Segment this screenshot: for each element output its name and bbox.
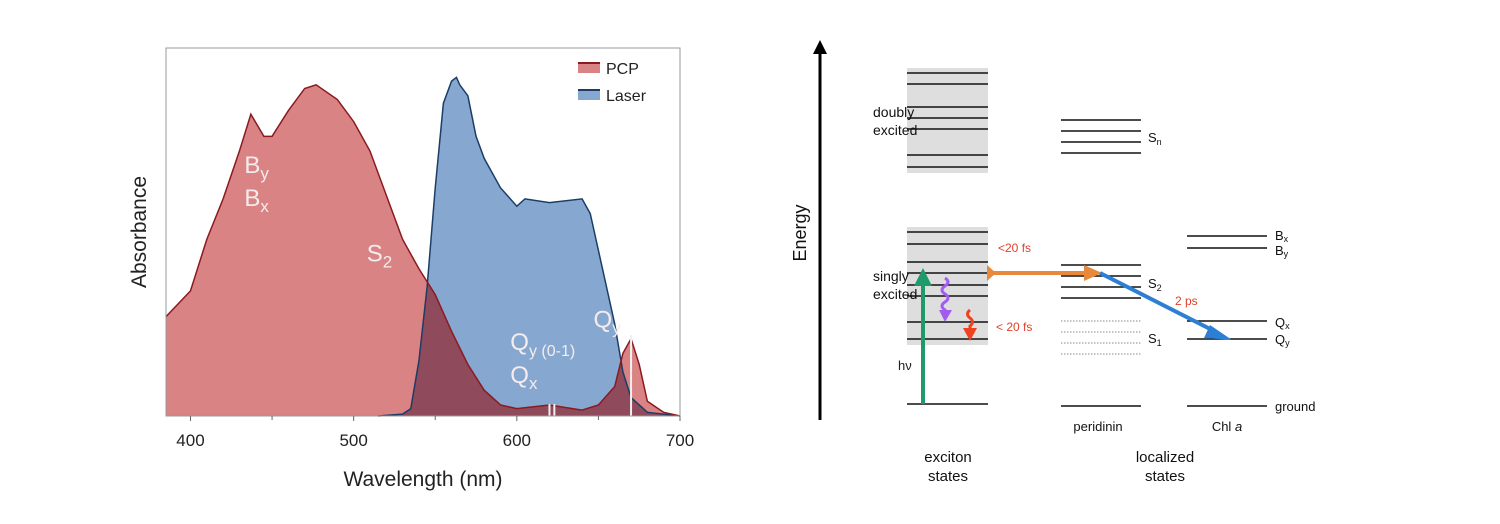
blue-arrowhead	[1204, 325, 1232, 340]
peridinin-levels	[1061, 119, 1141, 407]
ground-label: ground	[1275, 399, 1315, 414]
blue-transfer-arrow	[1099, 271, 1219, 335]
plot-frame	[165, 47, 681, 417]
plot-area	[165, 76, 681, 417]
singly-label: singly	[873, 268, 909, 284]
band-label: Bx	[244, 185, 269, 216]
s1-label: S1	[1148, 331, 1162, 348]
legend: PCP Laser	[578, 61, 647, 105]
legend-swatch-pcp	[578, 63, 600, 73]
x-tick-label: 600	[503, 431, 531, 450]
x-tick-label: 500	[339, 431, 367, 450]
peridinin-label: peridinin	[1073, 419, 1122, 434]
s2-label: S2	[1148, 276, 1162, 293]
qx-label: Qx	[1275, 315, 1290, 331]
pcp-line	[165, 83, 681, 417]
excited-label-1: excited	[873, 122, 917, 138]
localized-states-label: states	[1145, 468, 1185, 485]
exciton-label: exciton	[924, 449, 972, 466]
bx-label: Bx	[1275, 228, 1289, 244]
chl-levels	[1187, 235, 1267, 407]
by-label: By	[1275, 243, 1289, 259]
energy-label: Energy	[790, 204, 810, 261]
excited-label-2: excited	[873, 286, 917, 302]
x-tick-label: 700	[666, 431, 694, 450]
doubly-label: doubly	[873, 104, 914, 120]
excitation-arrowhead	[914, 268, 932, 286]
relaxation-time: < 20 fs	[996, 320, 1032, 334]
x-tick-label: 400	[176, 431, 204, 450]
transfer-time-1: <20 fs	[998, 241, 1031, 255]
red-relaxation-squiggle	[966, 308, 974, 330]
y-axis-label: Absorbance	[128, 176, 151, 288]
band-label: S2	[367, 240, 392, 271]
transfer-time-2: 2 ps	[1175, 294, 1198, 308]
legend-label-laser: Laser	[606, 88, 647, 105]
legend-swatch-laser	[578, 90, 600, 100]
hv-label: hν	[898, 358, 912, 373]
doubly-excited-levels	[907, 72, 988, 168]
band-label: By	[244, 152, 269, 183]
exciton-states-label: states	[928, 468, 968, 485]
purple-relaxation-squiggle	[940, 276, 950, 312]
laser-line	[378, 76, 681, 417]
qy-label: Qy	[1275, 332, 1290, 348]
legend-label-pcp: PCP	[606, 61, 639, 78]
purple-arrowhead	[939, 310, 952, 322]
band-label: Qx	[510, 362, 538, 393]
energy-arrowhead	[813, 40, 827, 54]
red-arrowhead	[963, 328, 977, 341]
sn-label: Sn	[1148, 130, 1162, 147]
orange-arrowhead	[1084, 265, 1102, 281]
pcp-area	[166, 84, 680, 417]
x-axis-label: Wavelength (nm)	[343, 468, 502, 491]
localized-label: localized	[1136, 449, 1194, 466]
absorbance-chart: 400 500 600 700 Wavelength (nm) Absorbance …	[128, 47, 694, 491]
laser-area	[378, 77, 680, 416]
band-label: Qy	[594, 307, 622, 338]
orange-arrow-tail	[987, 265, 996, 281]
x-axis: 400 500 600 700	[176, 416, 694, 450]
peridinin-s1-levels	[1061, 320, 1141, 355]
chl-a-label: Chl a	[1212, 419, 1242, 434]
band-label: Qy (0-1)	[510, 329, 575, 360]
